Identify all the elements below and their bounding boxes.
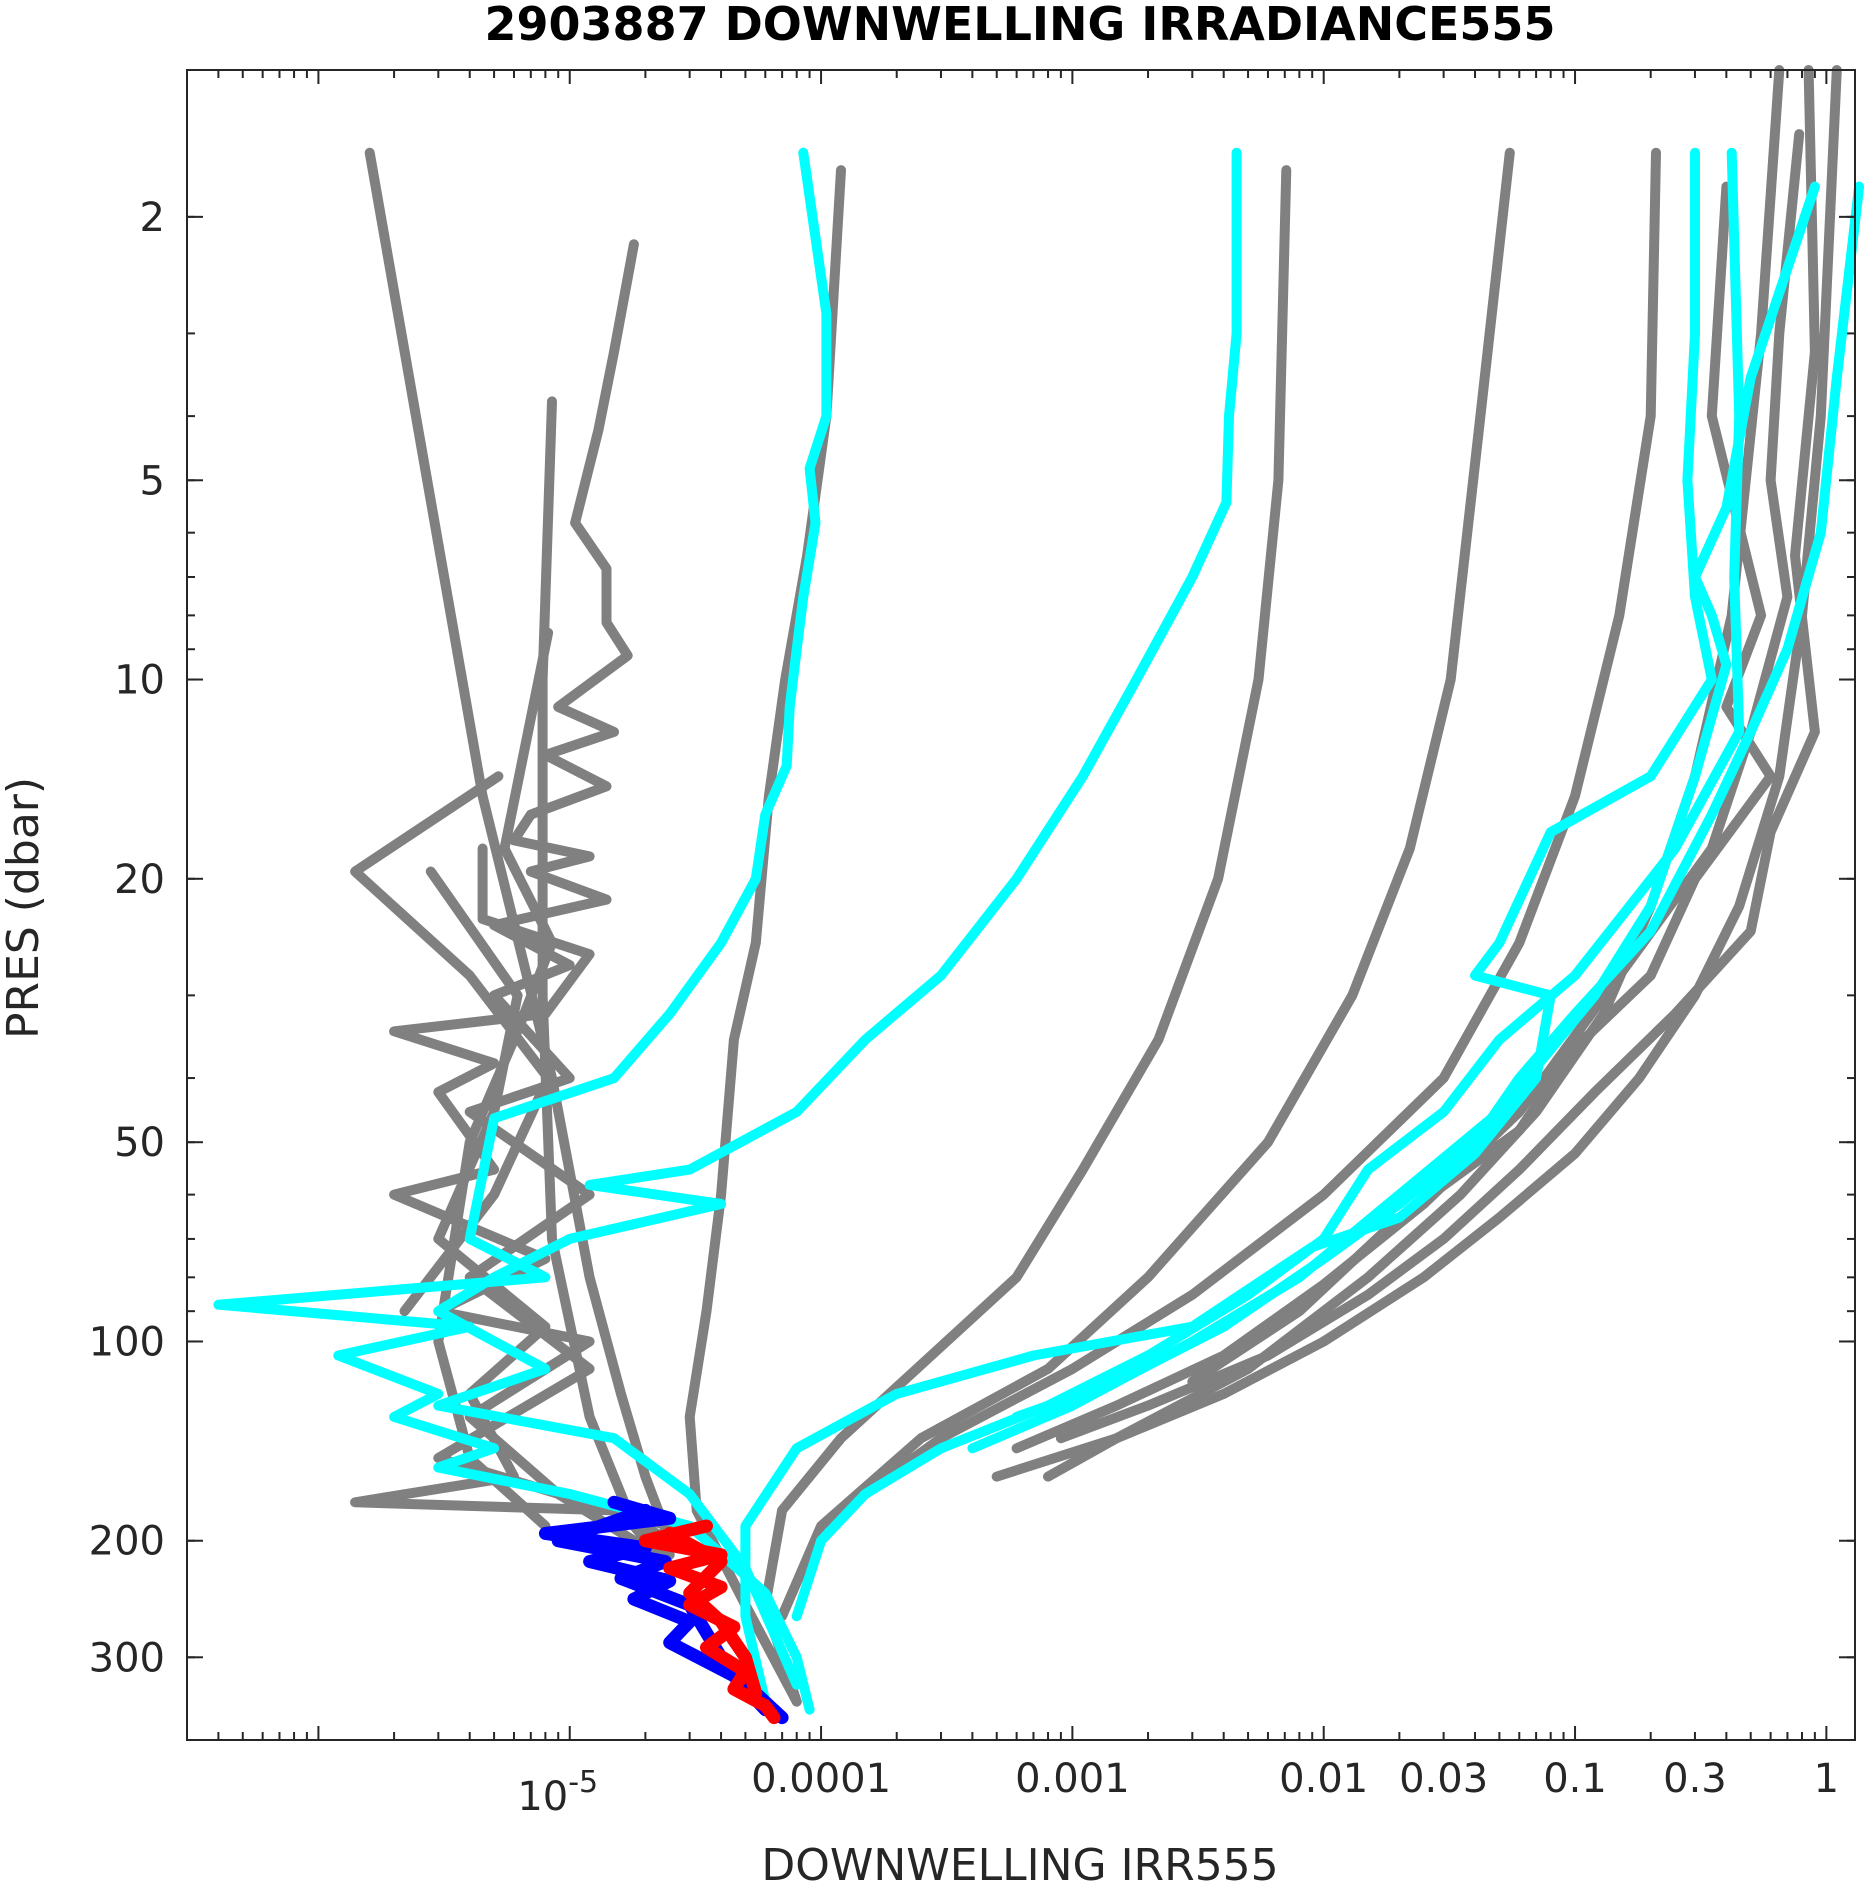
profile-line-18 (433, 147, 1242, 1690)
profile-line-1 (364, 147, 675, 1546)
profile-line-17 (213, 147, 832, 1715)
profile-line-20 (791, 147, 1745, 1622)
deep-profile-line-4 (663, 1527, 763, 1700)
x-tick-label: 0.1 (1543, 1756, 1607, 1802)
profile-line-16 (1011, 129, 1805, 1454)
profile-line-13 (1043, 65, 1842, 1482)
profile-line-2 (433, 239, 675, 1546)
y-tick-label: 5 (140, 458, 165, 504)
profile-line-12 (991, 65, 1785, 1482)
y-tick-label: 50 (114, 1120, 165, 1166)
x-tick-label: 0.0001 (751, 1756, 891, 1802)
y-tick-label: 2 (140, 195, 165, 241)
profile-line-10 (777, 147, 1515, 1622)
x-tick-label: 0.001 (1015, 1756, 1130, 1802)
y-tick-label: 10 (114, 658, 165, 704)
x-tick-label: 10-5 (517, 1765, 598, 1820)
chart-title: 2903887 DOWNWELLING IRRADIANCE555 (485, 0, 1556, 51)
x-tick-label: 0.03 (1399, 1756, 1488, 1802)
series-layer (213, 65, 1865, 1725)
profile-line-22 (1011, 181, 1865, 1422)
x-tick-label: 1 (1814, 1756, 1839, 1802)
profile-line-14 (1055, 65, 1820, 1444)
profile-line-9 (760, 165, 1292, 1707)
axes-layer: 2 5 10 20 50 100 200 300 10-5 0.0001 0.001 0.01 0.03… (89, 69, 1856, 1820)
profile-line-7 (389, 843, 675, 1560)
profile-line-11 (836, 147, 1661, 1516)
y-tick-label: 100 (89, 1319, 165, 1365)
y-tick-label: 300 (89, 1635, 165, 1681)
x-axis-label: DOWNWELLING IRR555 (761, 1840, 1278, 1891)
plot-frame (186, 69, 1856, 1741)
y-axis-label: PRES (dbar) (0, 777, 49, 1039)
x-tick-label: 0.3 (1663, 1756, 1727, 1802)
y-tick-label: 200 (89, 1519, 165, 1565)
profile-line-6 (350, 866, 675, 1531)
y-tick-label: 20 (114, 857, 165, 903)
x-tick-label: 0.01 (1279, 1756, 1368, 1802)
profile-line-19 (740, 147, 1717, 1707)
